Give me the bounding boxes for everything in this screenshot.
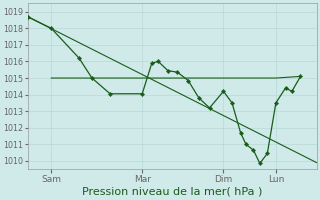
X-axis label: Pression niveau de la mer( hPa ): Pression niveau de la mer( hPa ) xyxy=(82,187,262,197)
